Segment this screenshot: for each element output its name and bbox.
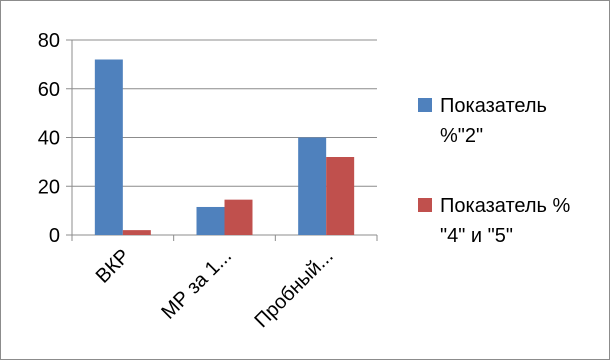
bar-series2-0 (122, 230, 151, 235)
bar-series2-1 (224, 199, 253, 235)
legend-label-1: Показатель (440, 95, 547, 117)
legend-swatch-2 (418, 198, 432, 212)
legend-label-2: "4" и "5" (440, 225, 513, 247)
bar-series1-2 (298, 137, 327, 235)
legend-label-2: Показатель % (440, 195, 570, 217)
bar-series1-0 (94, 59, 123, 235)
bar-series1-1 (196, 206, 225, 235)
y-tick-label: 80 (38, 30, 60, 52)
bar-series2-2 (326, 157, 355, 235)
bars (94, 59, 355, 235)
legend-swatch-1 (418, 98, 432, 112)
y-tick-label: 0 (49, 225, 60, 247)
legend-label-1: %"2" (440, 125, 483, 147)
legend: Показатель %"2" Показатель % "4" и "5" (418, 95, 570, 247)
y-tick-label: 40 (38, 128, 60, 150)
y-tick-label: 60 (38, 79, 60, 101)
y-tick-label: 20 (38, 176, 60, 198)
